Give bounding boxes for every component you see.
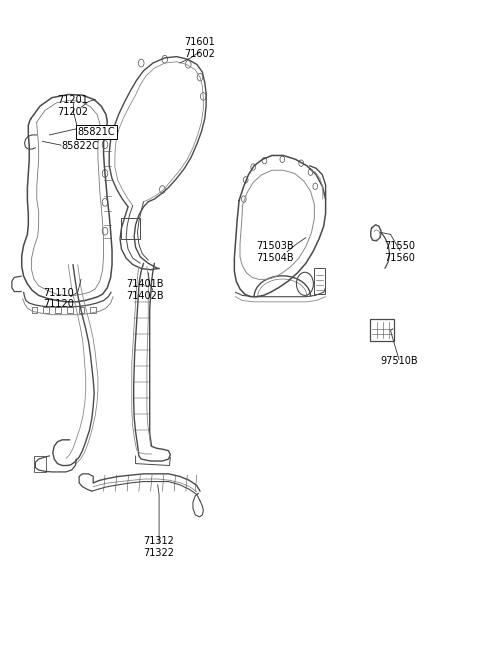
Bar: [121, 218, 140, 239]
Text: 97510B: 97510B: [380, 356, 418, 366]
Bar: [90, 307, 96, 313]
FancyBboxPatch shape: [314, 268, 325, 294]
Text: 71201
71202: 71201 71202: [58, 95, 88, 117]
Text: 71401B
71402B: 71401B 71402B: [126, 280, 164, 301]
Text: 71110
71120: 71110 71120: [44, 288, 74, 309]
Text: 71312
71322: 71312 71322: [144, 536, 175, 558]
Bar: [32, 307, 37, 313]
Bar: [79, 307, 84, 313]
Bar: [55, 307, 61, 313]
Text: 71550
71560: 71550 71560: [384, 241, 415, 263]
Text: 85822C: 85822C: [61, 141, 99, 151]
Bar: [67, 307, 72, 313]
Bar: [43, 307, 49, 313]
Text: 71601
71602: 71601 71602: [185, 37, 216, 59]
Bar: [34, 456, 46, 472]
FancyBboxPatch shape: [370, 319, 394, 341]
Text: 85821C: 85821C: [78, 126, 115, 137]
Text: 71503B
71504B: 71503B 71504B: [256, 241, 294, 263]
